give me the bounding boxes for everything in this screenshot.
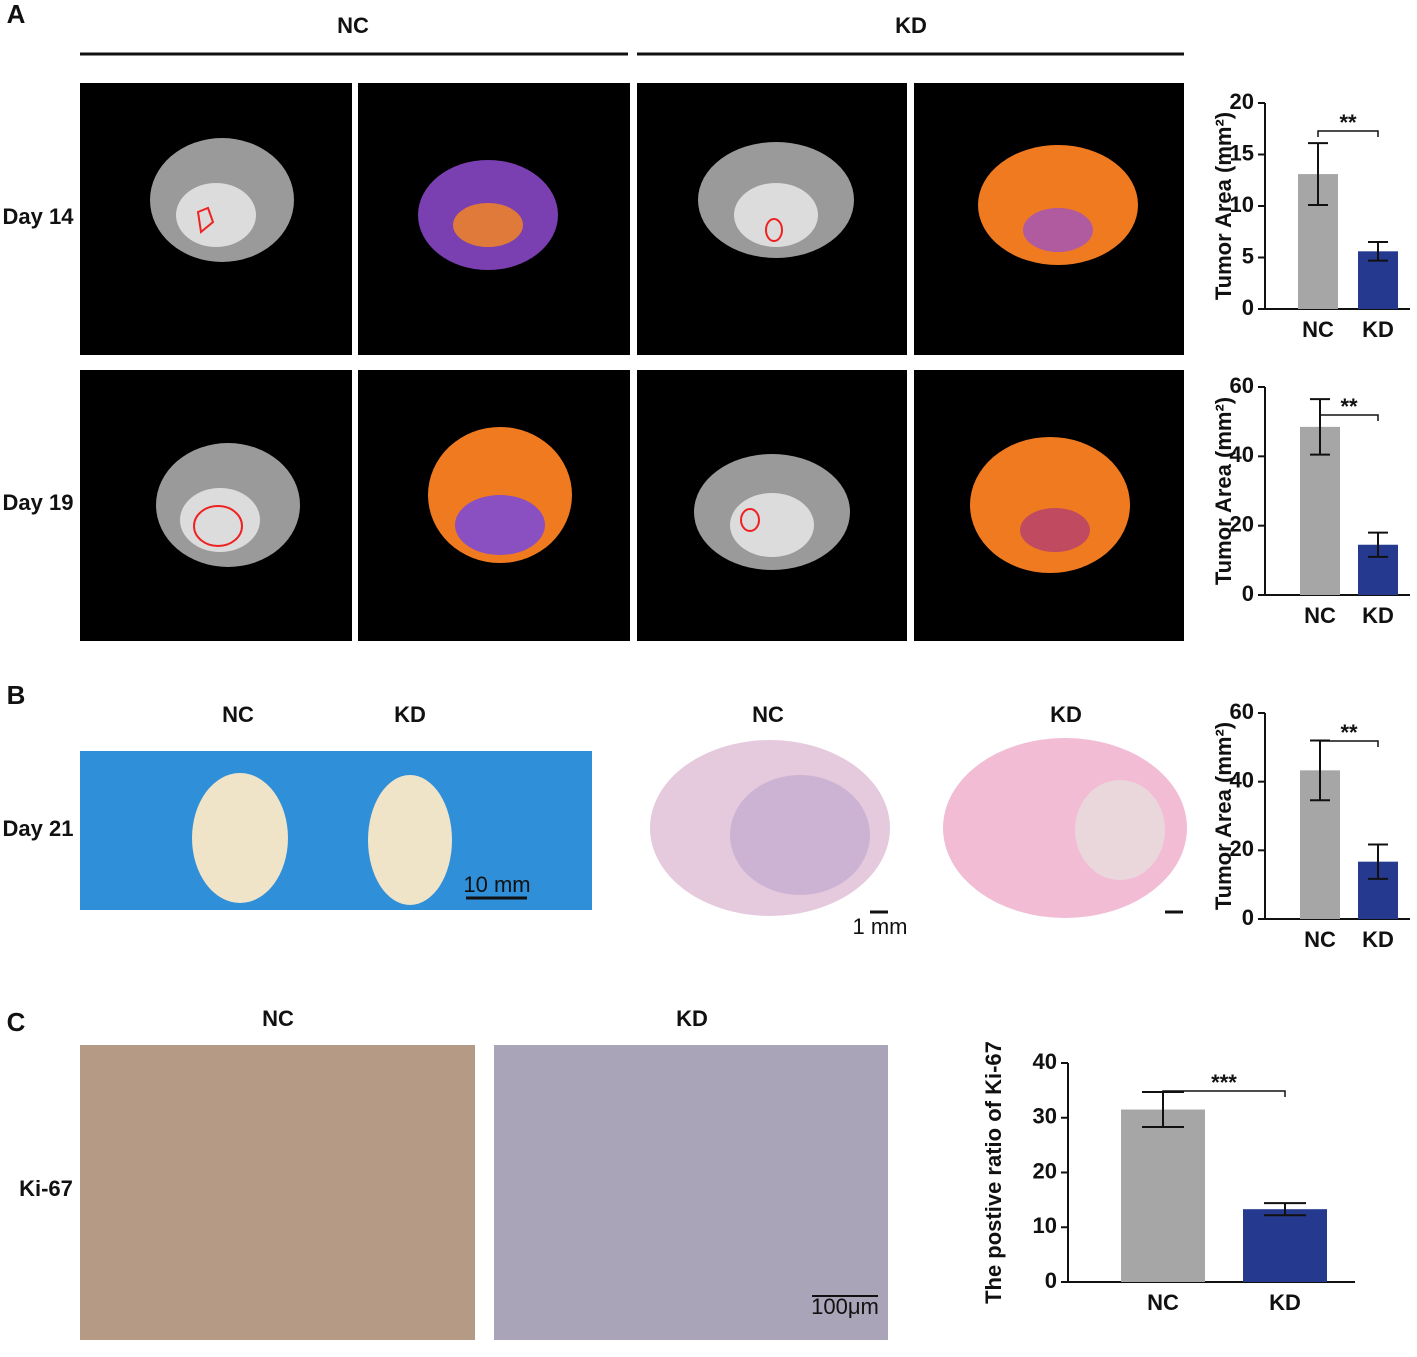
ihc-images	[80, 1045, 888, 1340]
error-bar	[1368, 531, 1388, 558]
histology-images	[650, 738, 1187, 918]
row-label: Day 21	[3, 816, 74, 841]
x-tick-label: NC	[1147, 1290, 1179, 1315]
error-bar	[1264, 1202, 1306, 1217]
column-label: KD	[676, 1006, 708, 1031]
y-tick-label: 60	[1230, 699, 1254, 724]
x-tick-label: KD	[1362, 603, 1394, 628]
y-tick-label: 20	[1230, 511, 1254, 536]
y-tick-label: 20	[1033, 1158, 1057, 1183]
column-label: NC	[337, 13, 369, 38]
y-tick-label: 20	[1230, 836, 1254, 861]
significance-bracket	[1319, 414, 1379, 421]
y-axis-label: Tumor Area (mm²)	[1211, 722, 1236, 910]
y-tick-label: 0	[1242, 905, 1254, 930]
panel-label: C	[7, 1007, 26, 1037]
y-tick-label: 0	[1242, 581, 1254, 606]
y-tick-label: 30	[1033, 1104, 1057, 1129]
y-tick-label: 10	[1033, 1213, 1057, 1238]
scale-label: 1 mm	[853, 914, 908, 939]
y-tick-label: 15	[1230, 140, 1254, 165]
brain-photo	[80, 751, 592, 910]
significance-label: **	[1340, 720, 1358, 745]
error-bar	[1368, 843, 1388, 880]
error-bar	[1368, 241, 1388, 262]
x-tick-label: NC	[1304, 927, 1336, 952]
y-tick-label: 60	[1230, 373, 1254, 398]
column-label: KD	[895, 13, 927, 38]
error-bar	[1310, 398, 1330, 456]
column-label: NC	[752, 702, 784, 727]
x-tick-label: NC	[1304, 603, 1336, 628]
y-tick-label: 40	[1230, 767, 1254, 792]
x-tick-label: KD	[1362, 927, 1394, 952]
row-label: Ki-67	[19, 1176, 73, 1201]
bar	[1243, 1209, 1327, 1282]
y-tick-label: 0	[1045, 1268, 1057, 1293]
y-tick-label: 10	[1230, 192, 1254, 217]
column-label: KD	[394, 702, 426, 727]
column-label: NC	[262, 1006, 294, 1031]
panel-label: A	[7, 0, 26, 29]
x-tick-label: KD	[1362, 317, 1394, 342]
error-bar	[1308, 142, 1328, 206]
row-label: Day 14	[3, 204, 75, 229]
significance-label: **	[1340, 394, 1358, 419]
x-tick-label: KD	[1269, 1290, 1301, 1315]
y-axis-label: Tumor Area (mm²)	[1211, 112, 1236, 300]
significance-label: ***	[1211, 1070, 1237, 1095]
x-tick-label: NC	[1302, 317, 1334, 342]
y-tick-label: 0	[1242, 295, 1254, 320]
panel-label: B	[7, 680, 26, 710]
significance-label: **	[1339, 110, 1357, 135]
significance-bracket	[1319, 740, 1379, 747]
ct-images	[80, 83, 1184, 641]
y-axis-label: The postive ratio of Ki-67	[981, 1041, 1006, 1304]
row-label: Day 19	[3, 490, 74, 515]
y-tick-label: 40	[1033, 1049, 1057, 1074]
scale-label: 100μm	[811, 1294, 879, 1319]
y-axis-label: Tumor Area (mm²)	[1211, 397, 1236, 585]
y-tick-label: 5	[1242, 243, 1254, 268]
significance-bracket	[1317, 130, 1379, 137]
significance-bracket	[1162, 1090, 1286, 1097]
y-tick-label: 20	[1230, 89, 1254, 114]
column-label: NC	[222, 702, 254, 727]
bar	[1121, 1109, 1205, 1282]
scale-label: 10 mm	[463, 872, 530, 897]
y-tick-label: 40	[1230, 442, 1254, 467]
column-label: KD	[1050, 702, 1082, 727]
